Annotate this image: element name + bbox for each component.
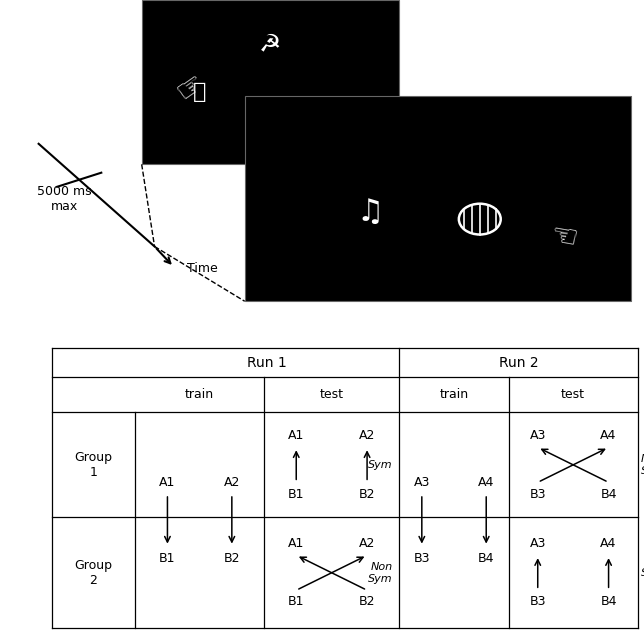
Text: A1: A1 [159,476,176,489]
Text: Group
1: Group 1 [74,451,113,479]
Text: 5000 ms
max: 5000 ms max [37,184,91,212]
Text: B4: B4 [478,552,495,565]
Text: B1: B1 [159,552,176,565]
Text: A2: A2 [359,429,375,442]
Text: Non
Sym: Non Sym [641,454,644,476]
Text: B2: B2 [359,488,375,500]
Text: B3: B3 [529,595,546,609]
Text: train: train [185,389,214,401]
Text: B3: B3 [413,552,430,565]
Bar [245,96,631,301]
Text: B2: B2 [359,595,375,609]
Text: A1: A1 [288,537,305,550]
Text: A1: A1 [288,429,305,442]
Text: A2: A2 [223,476,240,489]
Text: ♫: ♫ [357,198,384,227]
Text: ☞: ☞ [171,68,209,107]
Text: Sym: Sym [368,460,393,470]
Text: A3: A3 [529,537,546,550]
Text: A3: A3 [413,476,430,489]
Text: A3: A3 [529,429,546,442]
Text: Sym: Sym [641,568,644,578]
Text: A4: A4 [600,537,617,550]
Text: A4: A4 [478,476,495,489]
Text: B3: B3 [529,488,546,500]
Bar [142,0,399,164]
Text: A4: A4 [600,429,617,442]
Text: Non
Sym: Non Sym [368,562,393,583]
Text: B2: B2 [223,552,240,565]
Text: Run 1: Run 1 [247,356,287,370]
Text: Time: Time [187,262,218,275]
Text: B4: B4 [600,488,617,500]
Text: Run 2: Run 2 [498,356,538,370]
Text: ☜: ☜ [547,221,580,255]
Text: train: train [439,389,469,401]
Text: B4: B4 [600,595,617,609]
Text: A2: A2 [359,537,375,550]
Text: B1: B1 [288,595,305,609]
Text: Group
2: Group 2 [74,559,113,586]
Text: test: test [561,389,585,401]
Text: B1: B1 [288,488,305,500]
Text: ✋: ✋ [193,82,206,103]
Text: ☭: ☭ [260,32,281,56]
Text: test: test [319,389,344,401]
